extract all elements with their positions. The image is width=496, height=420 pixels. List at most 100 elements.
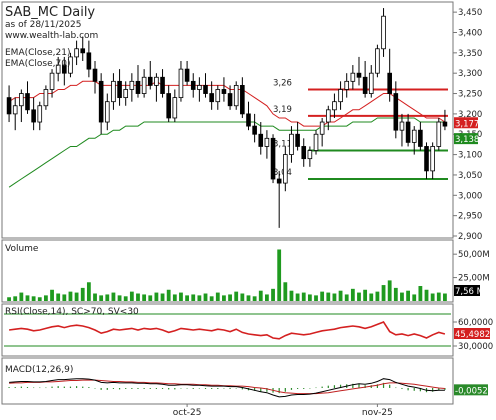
volume-bar	[406, 290, 411, 301]
candle-body	[246, 113, 251, 127]
macd-histogram-bar	[407, 388, 409, 391]
volume-bar	[209, 296, 214, 301]
candle-body	[356, 72, 362, 78]
volume-bar	[111, 292, 116, 301]
price-badge-label: 3,177	[455, 119, 479, 129]
volume-bar	[234, 291, 239, 301]
volume-tick-label: 50,00M	[458, 250, 490, 260]
volume-bar	[142, 294, 147, 301]
volume-bar	[350, 288, 355, 301]
candle-body	[411, 129, 417, 143]
rsi-badge-label: 45,4982	[455, 330, 490, 340]
candle-body	[19, 93, 24, 107]
volume-bar	[68, 291, 73, 301]
candle-body	[252, 125, 257, 135]
volume-bar	[443, 293, 447, 301]
macd-histogram-bar	[137, 388, 139, 389]
volume-bar	[31, 296, 36, 301]
candle-body	[338, 89, 343, 103]
volume-bar	[203, 293, 208, 301]
candle-body	[55, 64, 61, 74]
volume-bar	[56, 293, 61, 301]
x-tick-label: oct-25	[173, 408, 202, 418]
chart-site: www.wealth-lab.com	[5, 31, 98, 41]
candle-body	[350, 72, 356, 82]
candle-body	[166, 93, 171, 119]
candle-body	[12, 105, 18, 115]
volume-title: Volume	[5, 244, 39, 254]
volume-bar	[93, 293, 97, 301]
volume-bar	[222, 295, 226, 301]
macd-histogram-bar	[125, 388, 127, 389]
volume-bar	[43, 295, 48, 301]
volume-bar	[13, 296, 18, 301]
candle-body	[436, 121, 442, 147]
candle-body	[405, 121, 411, 143]
candle-body	[215, 89, 221, 103]
volume-bar	[381, 285, 386, 301]
price-tick-label: 3,250	[458, 90, 482, 100]
candle-body	[295, 133, 300, 147]
macd-histogram-bar	[235, 388, 237, 389]
candle-body	[258, 133, 264, 147]
candle-body	[190, 80, 196, 90]
candle-body	[221, 89, 227, 94]
candle-body	[319, 121, 325, 135]
volume-bar	[326, 292, 331, 301]
macd-histogram-bar	[284, 388, 286, 392]
candle-body	[160, 76, 165, 94]
candle-body	[418, 129, 423, 147]
macd-histogram-bar	[149, 388, 151, 389]
candle-body	[117, 80, 122, 99]
volume-bar	[62, 294, 67, 301]
candle-body	[31, 109, 36, 123]
macd-histogram-bar	[106, 388, 108, 390]
volume-bar	[252, 296, 257, 301]
volume-bar	[37, 297, 42, 301]
macd-signal-line	[9, 379, 445, 395]
candle-body	[430, 146, 435, 172]
candle-body	[393, 93, 399, 131]
candle-body	[332, 101, 337, 111]
macd-histogram-bar	[217, 388, 219, 389]
volume-bar	[338, 290, 343, 301]
candle-body	[178, 68, 184, 99]
macd-histogram-bar	[241, 388, 243, 390]
macd-histogram-bar	[321, 386, 323, 388]
volume-bar	[258, 290, 263, 301]
macd-line	[9, 378, 445, 398]
macd-histogram-bar	[174, 388, 176, 390]
volume-tick-label: 25,00M	[458, 274, 490, 284]
macd-histogram-bar	[419, 388, 421, 392]
candle-body	[301, 146, 307, 160]
candle-body	[6, 97, 12, 115]
macd-histogram-bar	[131, 388, 133, 389]
volume-bar	[80, 287, 85, 301]
volume-bar	[320, 291, 325, 301]
macd-histogram-bar	[26, 387, 29, 388]
candle-body	[25, 93, 30, 111]
volume-bar	[19, 292, 24, 301]
macd-histogram-bar	[223, 388, 225, 389]
candle-body	[86, 52, 92, 70]
level-label: 3,11	[273, 140, 292, 150]
candle-body	[209, 93, 214, 103]
macd-histogram-bar	[192, 388, 194, 389]
level-label: 3,04	[273, 168, 292, 178]
candle-body	[240, 85, 245, 115]
candle-body	[43, 89, 49, 107]
volume-bar	[50, 289, 54, 301]
candle-body	[387, 72, 392, 94]
macd-histogram-bar	[315, 387, 317, 389]
candle-body	[197, 85, 202, 90]
candle-body	[276, 178, 282, 184]
candle-body	[227, 93, 233, 107]
volume-bar	[105, 294, 110, 301]
macd-histogram-bar	[45, 387, 47, 389]
volume-bar	[369, 293, 374, 301]
volume-bar	[375, 291, 380, 301]
volume-bar	[363, 289, 368, 301]
price-tick-label: 3,400	[458, 28, 482, 38]
macd-histogram-bar	[444, 388, 446, 390]
